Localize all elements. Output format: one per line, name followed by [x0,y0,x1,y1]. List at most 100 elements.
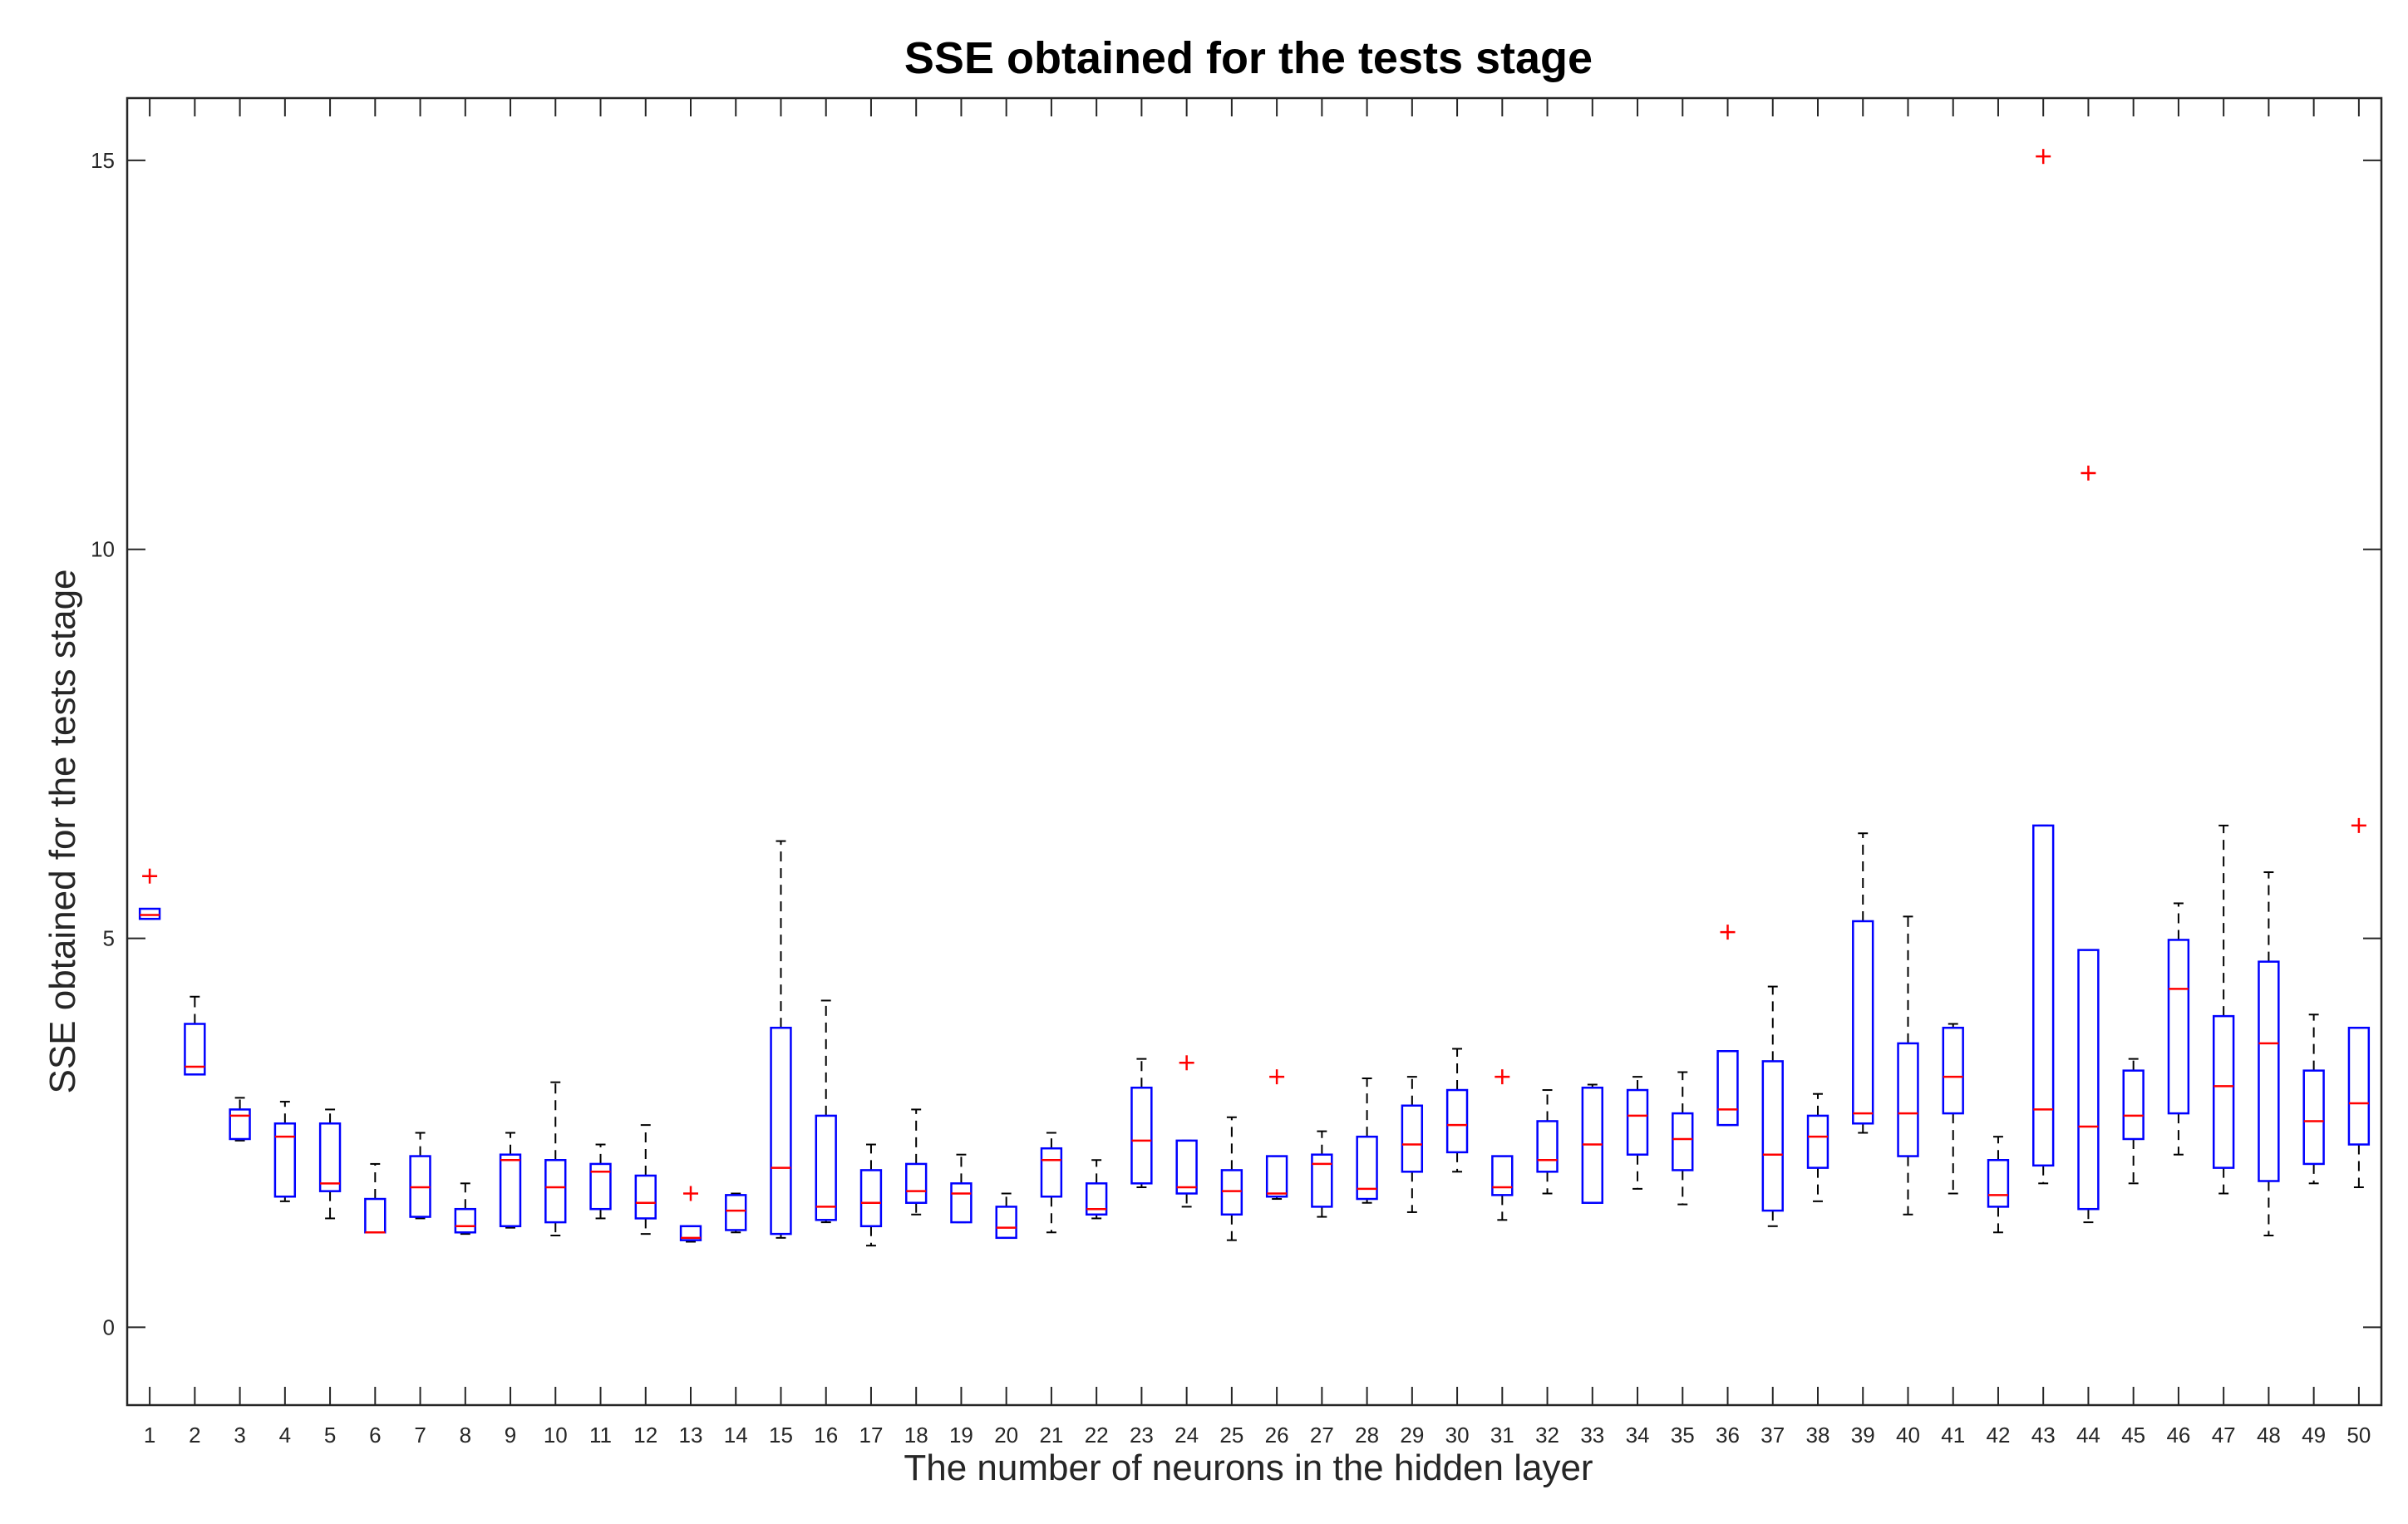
box-iqr [1626,1088,1649,1156]
x-tick-label: 15 [769,1423,793,1448]
box-iqr [2122,1069,2145,1141]
x-tick-label: 37 [1760,1423,1785,1448]
box-iqr [1175,1139,1198,1195]
x-tick-label: 24 [1174,1423,1199,1448]
x-tick-label: 6 [369,1423,381,1448]
x-tick-label: 42 [1986,1423,2010,1448]
y-tick-label: 10 [91,537,115,562]
plot-area: 1 2 3 4 5 6 7 8 9 10 11 12 13 14 15 16 17 18 19 20 21 22 23 24 2… [91,96,2383,1448]
x-tick-label: 18 [904,1423,928,1448]
box-iqr [725,1194,747,1231]
box-iqr [1085,1182,1108,1216]
x-tick-label: 34 [1626,1423,1650,1448]
x-tick-label: 28 [1355,1423,1379,1448]
x-tick-label: 30 [1445,1423,1470,1448]
box-iqr [679,1225,702,1241]
x-tick-label: 33 [1580,1423,1604,1448]
x-tick-label: 35 [1671,1423,1695,1448]
box-iqr [1536,1120,1559,1173]
x-tick-label: 20 [994,1423,1018,1448]
x-tick-label: 12 [633,1423,657,1448]
x-tick-label: 40 [1896,1423,1920,1448]
x-tick-label: 47 [2212,1423,2236,1448]
box-iqr [2347,1026,2371,1146]
x-tick-label: 23 [1130,1423,1154,1448]
x-tick-label: 49 [2302,1423,2326,1448]
box-iqr [1445,1088,1469,1154]
x-tick-label: 50 [2346,1423,2371,1448]
box-iqr [318,1122,342,1192]
box-iqr [1356,1135,1378,1201]
box-iqr [1311,1153,1333,1208]
x-tick-label: 8 [460,1423,471,1448]
x-tick-label: 4 [279,1423,291,1448]
box-iqr [950,1182,973,1224]
x-tick-label: 2 [189,1423,200,1448]
box-iqr [1401,1104,1424,1173]
box-iqr [1987,1159,2010,1208]
x-tick-label: 3 [234,1423,245,1448]
box-iqr [2212,1014,2235,1169]
box-iqr [1265,1155,1288,1198]
y-tick-label: 15 [91,148,115,173]
box-iqr [229,1108,251,1141]
box-iqr [1806,1114,1829,1169]
x-tick-label: 44 [2076,1423,2100,1448]
x-tick-label: 32 [1535,1423,1559,1448]
x-tick-label: 16 [814,1423,838,1448]
x-tick-label: 39 [1851,1423,1875,1448]
y-axis-label: SSE obtained for the tests stage [42,569,83,1093]
axes-frame [126,96,2383,1407]
box-iqr [499,1153,522,1228]
x-tick-label: 11 [589,1423,612,1448]
box-iqr [2302,1069,2325,1166]
y-tick-label: 0 [103,1314,115,1339]
x-tick-label: 5 [324,1423,336,1448]
chart-title: SSE obtained for the tests stage [904,33,1593,83]
box-iqr [1220,1169,1243,1216]
box-iqr [544,1159,567,1224]
box-iqr [184,1023,206,1076]
x-axis-label: The number of neurons in the hidden laye… [904,1448,1593,1488]
box-iqr [2032,824,2055,1167]
box-iqr [138,907,161,920]
x-tick-label: 19 [949,1423,973,1448]
box-iqr [859,1169,883,1228]
box-iqr [1897,1042,1919,1157]
box-iqr [1852,920,1874,1125]
box-iqr [1716,1050,1739,1127]
x-tick-label: 7 [414,1423,426,1448]
x-tick-label: 1 [144,1423,155,1448]
x-tick-label: 21 [1039,1423,1063,1448]
box-iqr [1672,1112,1694,1171]
x-tick-label: 27 [1310,1423,1334,1448]
x-tick-label: 17 [859,1423,883,1448]
box-iqr [589,1162,612,1211]
box-iqr [454,1207,476,1234]
x-tick-label: 48 [2257,1423,2281,1448]
box-iqr [770,1026,792,1235]
y-tick-label: 5 [103,926,115,951]
box-iqr [273,1122,297,1198]
box-iqr [2077,949,2100,1211]
box-iqr [1761,1060,1784,1212]
box-iqr [2258,960,2280,1182]
box-iqr [1942,1026,1964,1115]
x-tick-label: 25 [1219,1423,1243,1448]
box-iqr [634,1174,657,1220]
box-iqr [905,1162,928,1204]
x-tick-label: 31 [1490,1423,1514,1448]
box-iqr [364,1197,387,1234]
box-iqr [1040,1147,1063,1198]
x-tick-label: 26 [1265,1423,1289,1448]
x-tick-label: 45 [2121,1423,2145,1448]
x-tick-label: 38 [1806,1423,1830,1448]
box-iqr [2167,939,2190,1115]
x-tick-label: 9 [505,1423,516,1448]
x-tick-label: 22 [1085,1423,1109,1448]
x-tick-label: 29 [1400,1423,1424,1448]
x-tick-label: 41 [1941,1423,1965,1448]
x-tick-label: 13 [679,1423,703,1448]
x-tick-label: 43 [2031,1423,2056,1448]
